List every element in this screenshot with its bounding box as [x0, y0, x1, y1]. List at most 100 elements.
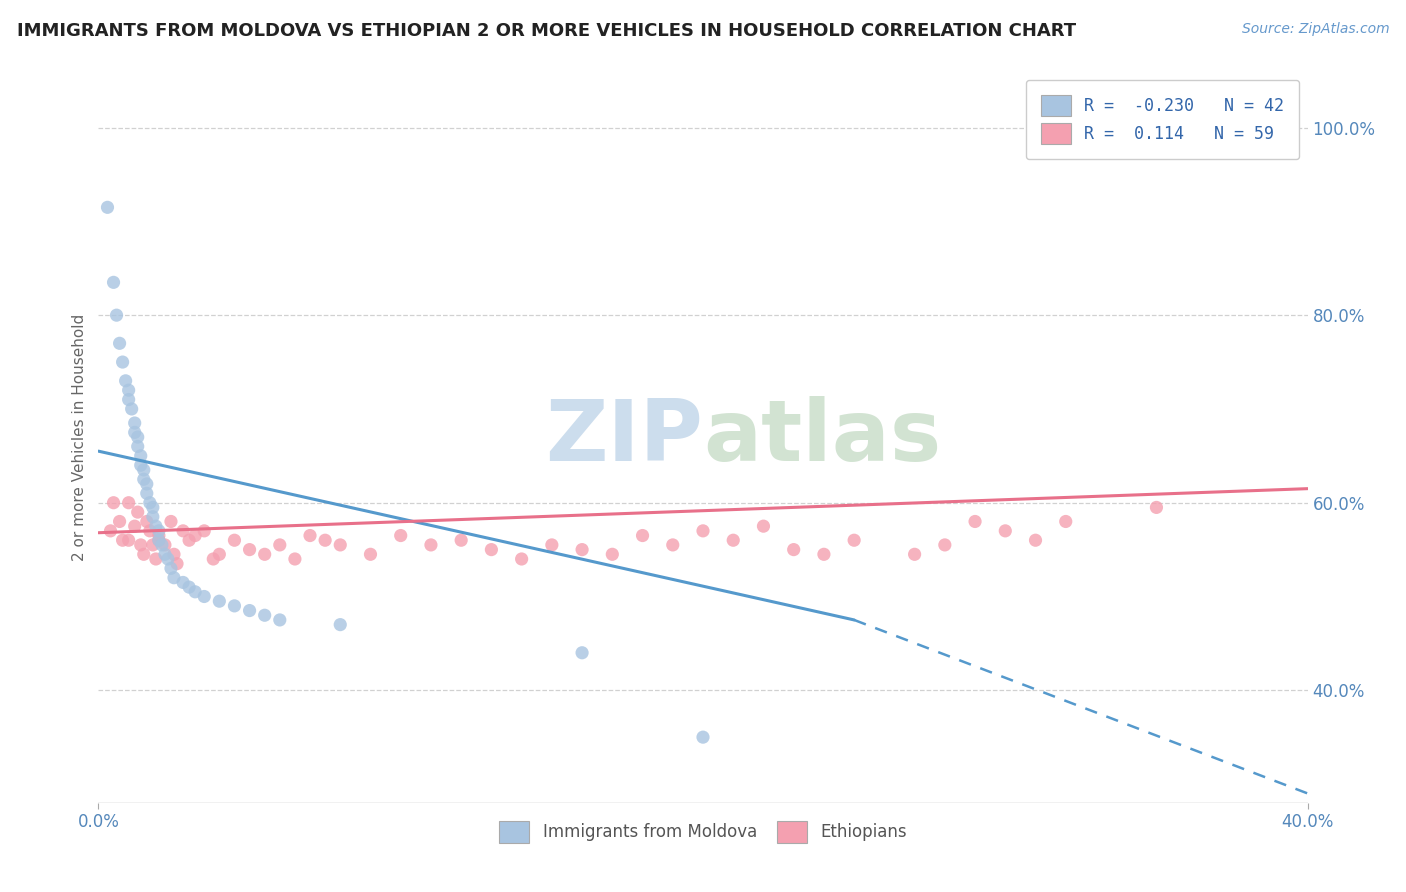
Point [202, 552, 225, 566]
Point [145, 552, 167, 566]
Point [135, 515, 157, 529]
Point [602, 547, 624, 561]
Point [127, 440, 149, 454]
Point [142, 538, 165, 552]
Point [571, 542, 593, 557]
Point [163, 547, 186, 561]
Point [142, 500, 165, 515]
Point [965, 515, 987, 529]
Point [253, 608, 276, 623]
Point [269, 613, 291, 627]
Point [160, 561, 183, 575]
Text: Source: ZipAtlas.com: Source: ZipAtlas.com [1241, 22, 1389, 37]
Y-axis label: 2 or more Vehicles in Household: 2 or more Vehicles in Household [72, 313, 87, 561]
Point [540, 538, 562, 552]
Point [329, 538, 352, 552]
Point [571, 646, 593, 660]
Point [239, 603, 262, 617]
Point [148, 524, 170, 538]
Point [1054, 515, 1077, 529]
Point [193, 590, 215, 604]
Point [224, 533, 246, 548]
Point [127, 505, 149, 519]
Point [148, 528, 170, 542]
Point [148, 533, 170, 548]
Point [284, 552, 307, 566]
Point [150, 538, 173, 552]
Point [166, 557, 188, 571]
Point [510, 552, 533, 566]
Point [752, 519, 775, 533]
Point [118, 392, 141, 407]
Point [692, 730, 714, 744]
Point [103, 496, 125, 510]
Point [153, 547, 176, 561]
Point [450, 533, 472, 548]
Point [269, 538, 291, 552]
Point [1144, 500, 1167, 515]
Point [108, 515, 131, 529]
Point [124, 425, 146, 440]
Point [118, 496, 141, 510]
Point [314, 533, 336, 548]
Point [114, 374, 136, 388]
Point [193, 524, 215, 538]
Point [844, 533, 866, 548]
Text: ZIP: ZIP [546, 395, 703, 479]
Point [253, 547, 276, 561]
Point [179, 533, 201, 548]
Point [145, 519, 167, 533]
Point [184, 584, 207, 599]
Point [124, 519, 146, 533]
Point [172, 524, 194, 538]
Point [360, 547, 382, 561]
Point [160, 515, 183, 529]
Point [994, 524, 1017, 538]
Point [111, 355, 134, 369]
Point [172, 575, 194, 590]
Point [481, 542, 503, 557]
Point [224, 599, 246, 613]
Point [723, 533, 745, 548]
Text: atlas: atlas [703, 395, 941, 479]
Point [208, 547, 231, 561]
Point [934, 538, 956, 552]
Point [132, 463, 155, 477]
Point [156, 552, 179, 566]
Point [148, 533, 170, 548]
Point [132, 547, 155, 561]
Point [129, 538, 152, 552]
Point [783, 542, 806, 557]
Point [813, 547, 835, 561]
Point [142, 509, 165, 524]
Point [299, 528, 322, 542]
Point [118, 383, 141, 397]
Point [127, 430, 149, 444]
Point [135, 477, 157, 491]
Point [100, 524, 122, 538]
Legend: Immigrants from Moldova, Ethiopians: Immigrants from Moldova, Ethiopians [492, 814, 914, 849]
Point [1024, 533, 1046, 548]
Point [105, 308, 128, 322]
Point [129, 458, 152, 473]
Point [135, 486, 157, 500]
Point [139, 496, 162, 510]
Point [631, 528, 654, 542]
Point [420, 538, 443, 552]
Point [132, 472, 155, 486]
Text: IMMIGRANTS FROM MOLDOVA VS ETHIOPIAN 2 OR MORE VEHICLES IN HOUSEHOLD CORRELATION: IMMIGRANTS FROM MOLDOVA VS ETHIOPIAN 2 O… [17, 22, 1076, 40]
Point [111, 533, 134, 548]
Point [118, 533, 141, 548]
Point [661, 538, 683, 552]
Point [103, 276, 125, 290]
Point [208, 594, 231, 608]
Point [96, 200, 118, 214]
Point [184, 528, 207, 542]
Point [239, 542, 262, 557]
Point [904, 547, 927, 561]
Point [389, 528, 412, 542]
Point [692, 524, 714, 538]
Point [129, 449, 152, 463]
Point [124, 416, 146, 430]
Point [139, 524, 162, 538]
